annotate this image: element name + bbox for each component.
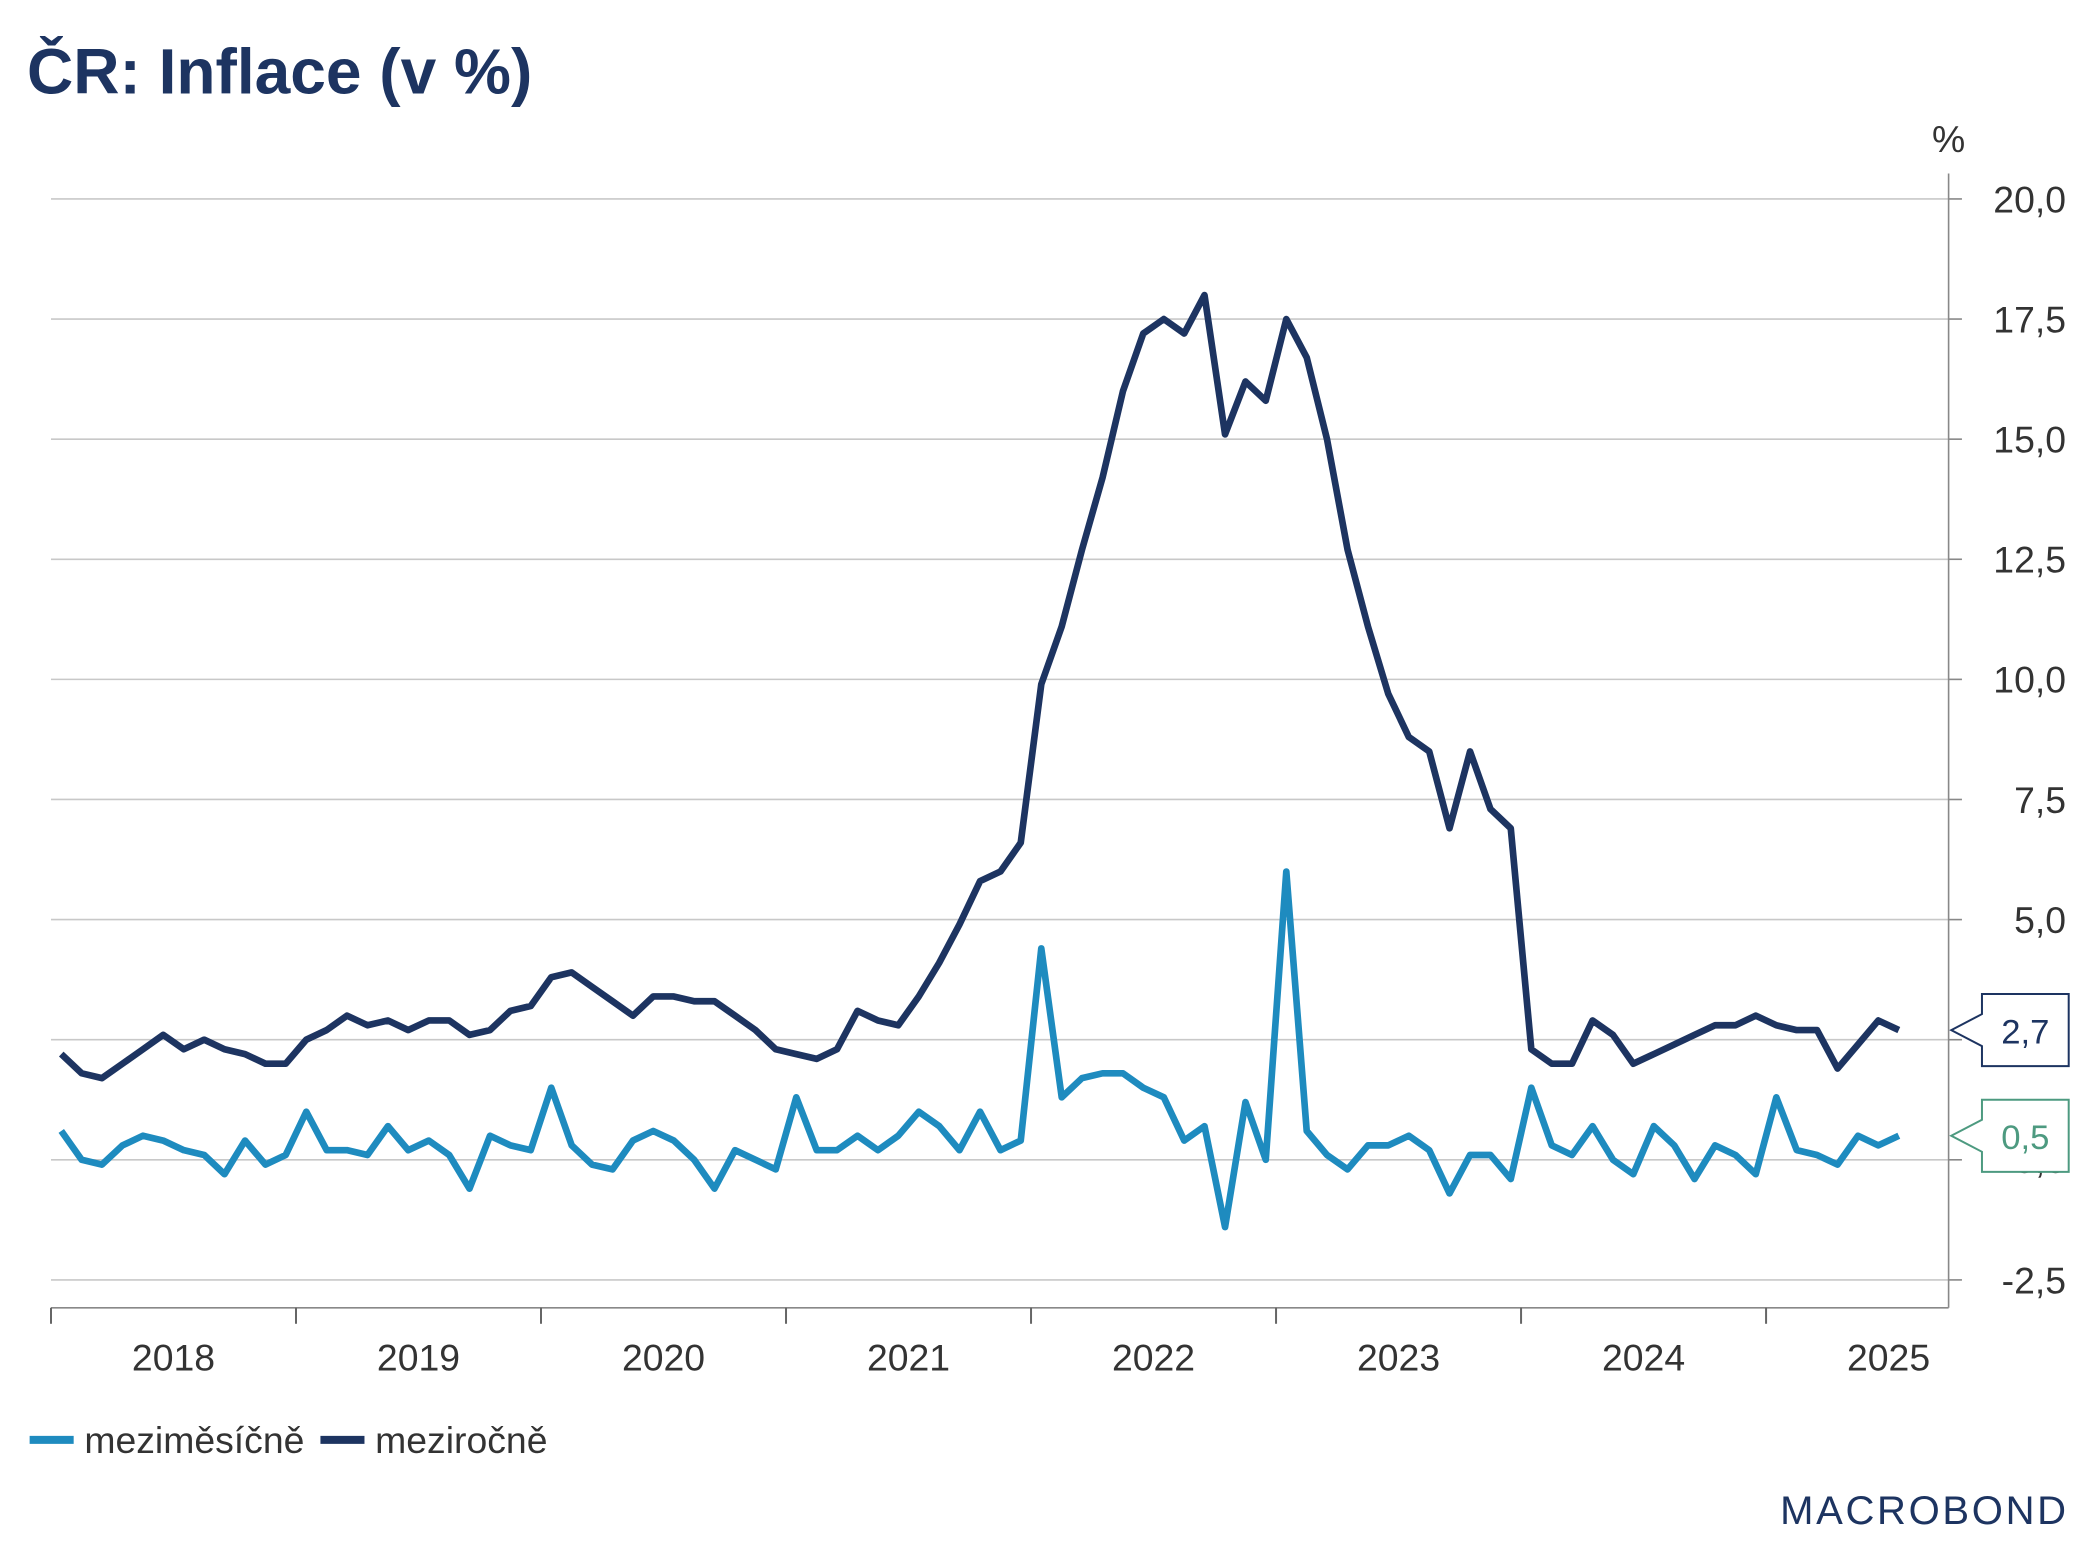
value-label: 2,7	[2001, 1013, 2049, 1051]
y-tick-label: 15,0	[1993, 419, 2066, 461]
value-label-box	[1949, 993, 2070, 1068]
value-label-box	[1949, 1098, 2070, 1173]
series-line	[58, 868, 1901, 1231]
x-tick-label: 2022	[1112, 1336, 1195, 1378]
y-tick-label: 5,0	[2014, 899, 2066, 941]
legend-label: meziročně	[375, 1419, 547, 1461]
x-tick-label: 2021	[867, 1336, 950, 1378]
x-tick-label: 2019	[377, 1336, 460, 1378]
y-tick-label: 17,5	[1993, 298, 2066, 340]
x-tick-label: 2020	[622, 1336, 705, 1378]
chart-title: ČR: Inflace (v %)	[27, 34, 532, 107]
y-tick-label: 10,0	[1993, 659, 2066, 701]
legend-label: meziměsíčně	[84, 1419, 304, 1461]
x-tick-label: 2023	[1357, 1336, 1440, 1378]
y-unit: %	[1932, 118, 1965, 160]
value-label: 0,5	[2001, 1119, 2049, 1157]
x-tick-label: 2018	[132, 1336, 215, 1378]
x-tick-label: 2024	[1602, 1336, 1685, 1378]
y-tick-label: 12,5	[1993, 539, 2066, 581]
y-tick-label: 20,0	[1993, 178, 2066, 220]
y-tick-label: 7,5	[2014, 779, 2066, 821]
series-line	[58, 291, 1901, 1082]
y-tick-label: -2,5	[2002, 1259, 2066, 1301]
x-tick-label: 2025	[1847, 1336, 1930, 1378]
logo: MACROBOND	[1780, 1489, 2069, 1533]
